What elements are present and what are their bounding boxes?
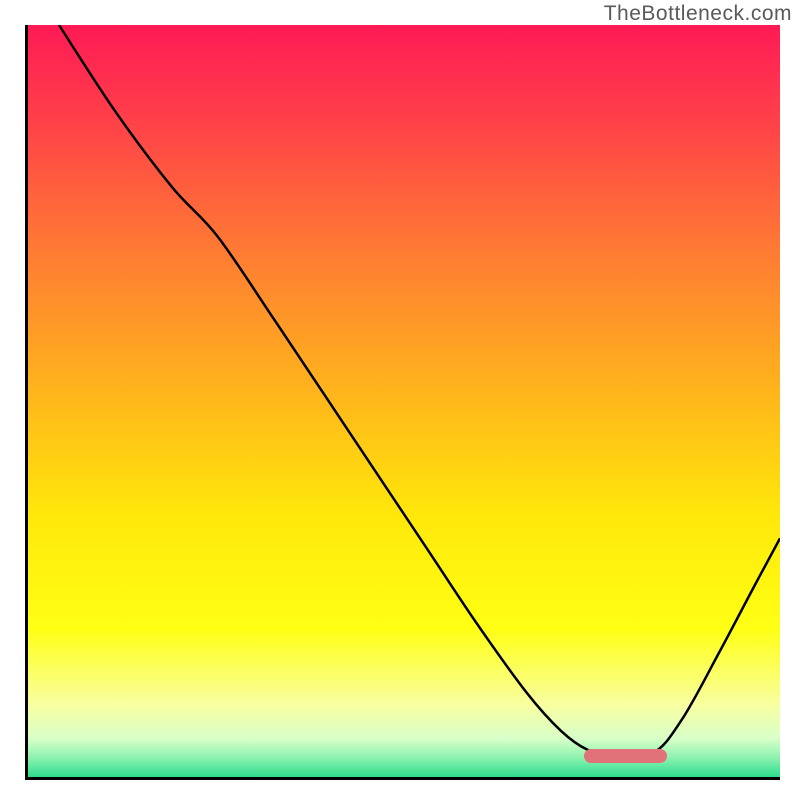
bottleneck-curve [25,25,780,780]
plot-area [25,25,780,780]
y-axis-line [25,25,28,780]
watermark-text: TheBottleneck.com [604,2,792,26]
optimal-zone-marker [584,749,667,763]
x-axis-line [25,777,780,780]
